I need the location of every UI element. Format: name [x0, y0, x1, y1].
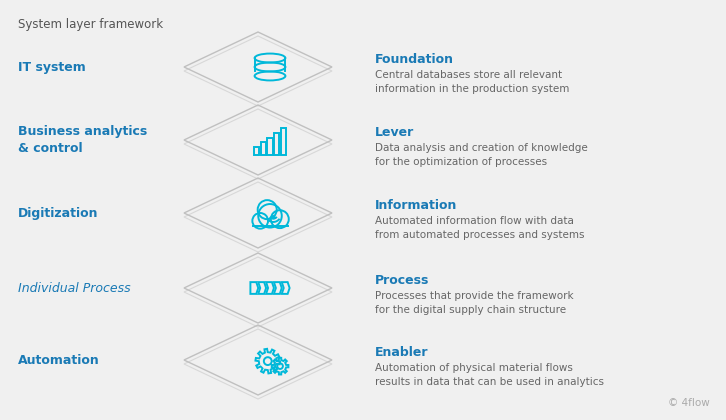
Text: Digitization: Digitization	[18, 207, 99, 220]
Text: Individual Process: Individual Process	[18, 281, 131, 294]
Text: Central databases store all relevant
information in the production system: Central databases store all relevant inf…	[375, 70, 569, 94]
Text: IT system: IT system	[18, 60, 86, 74]
Text: Automation of physical material flows
results in data that can be used in analyt: Automation of physical material flows re…	[375, 363, 604, 386]
Bar	[261, 142, 266, 155]
Text: Process: Process	[375, 274, 429, 287]
Circle shape	[272, 216, 274, 218]
Bar	[274, 133, 280, 155]
Text: Automated information flow with data
from automated processes and systems: Automated information flow with data fro…	[375, 216, 584, 239]
Text: System layer framework: System layer framework	[18, 18, 163, 31]
Bar	[281, 128, 286, 155]
Bar	[267, 137, 272, 155]
Text: Enabler: Enabler	[375, 346, 428, 359]
Text: Lever: Lever	[375, 126, 415, 139]
Text: Automation: Automation	[18, 354, 99, 367]
Text: Information: Information	[375, 199, 457, 212]
Text: Business analytics
& control: Business analytics & control	[18, 126, 147, 155]
Text: © 4flow: © 4flow	[668, 398, 710, 408]
Bar	[254, 147, 259, 155]
Text: Foundation: Foundation	[375, 53, 454, 66]
Text: Data analysis and creation of knowledge
for the optimization of processes: Data analysis and creation of knowledge …	[375, 143, 588, 167]
Text: Processes that provide the framework
for the digital supply chain structure: Processes that provide the framework for…	[375, 291, 574, 315]
